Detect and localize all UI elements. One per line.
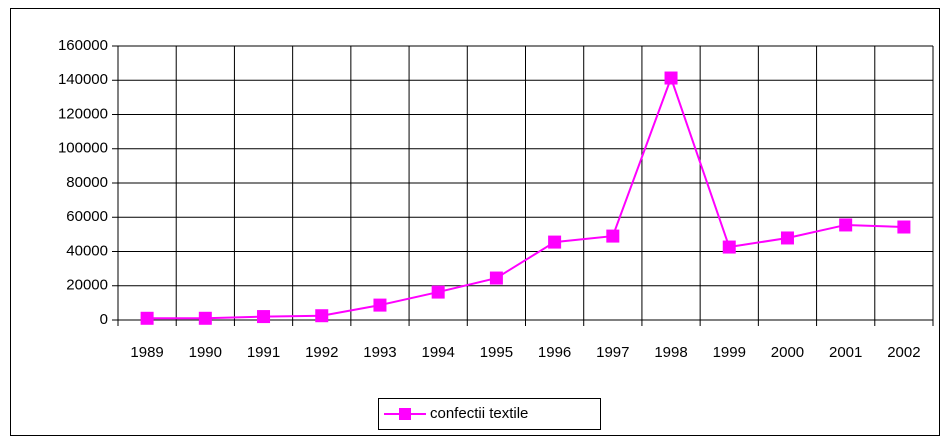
x-tick-label: 1999 [713,344,746,361]
y-tick-label: 0 [100,311,108,328]
x-tick-label: 2000 [771,344,804,361]
x-tick-label: 2002 [887,344,920,361]
data-point [198,311,212,325]
x-tick-label: 1996 [538,344,571,361]
y-tick-label: 40000 [66,242,108,259]
y-tick-label: 80000 [66,174,108,191]
data-point [548,235,562,249]
legend-label: confectii textile [430,405,528,422]
y-tick-label: 160000 [58,37,108,54]
y-tick-label: 100000 [58,140,108,157]
data-point [780,231,794,245]
x-tick-label: 2001 [829,344,862,361]
x-tick-label: 1992 [305,344,338,361]
x-tick-label: 1998 [654,344,687,361]
data-point [315,309,329,323]
data-point [431,285,445,299]
x-tick-label: 1990 [189,344,222,361]
data-point [257,310,271,324]
legend-marker [399,408,411,420]
y-tick-label: 60000 [66,208,108,225]
x-tick-label: 1997 [596,344,629,361]
data-point [897,220,911,234]
data-point [373,298,387,312]
series-line [147,75,904,320]
y-tick-label: 20000 [66,277,108,294]
x-tick-label: 1993 [363,344,396,361]
data-point [722,240,736,254]
data-point [839,218,853,232]
data-point [606,229,620,243]
y-tick-label: 120000 [58,105,108,122]
data-point [140,311,154,325]
y-tick-label: 140000 [58,71,108,88]
legend: confectii textile [378,398,601,430]
x-tick-label: 1995 [480,344,513,361]
data-point [489,271,503,285]
data-point [664,71,678,85]
x-tick-label: 1989 [130,344,163,361]
x-tick-label: 1991 [247,344,280,361]
x-tick-label: 1994 [421,344,454,361]
